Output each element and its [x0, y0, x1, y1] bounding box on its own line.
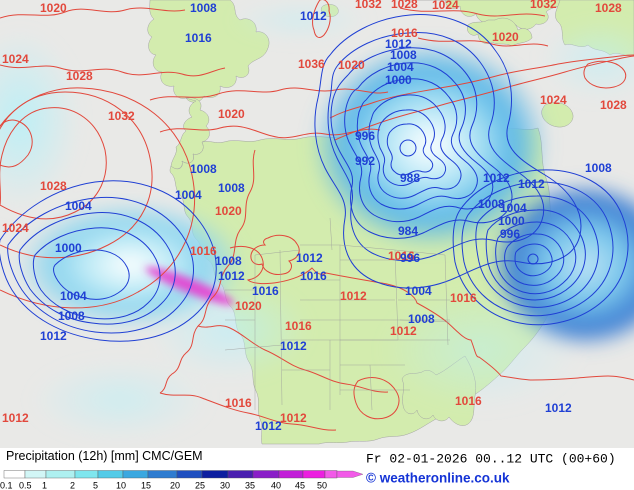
svg-text:1004: 1004 [387, 60, 414, 74]
svg-text:30: 30 [220, 480, 230, 490]
svg-text:984: 984 [398, 224, 418, 238]
svg-text:1012: 1012 [280, 339, 307, 353]
svg-text:1012: 1012 [483, 171, 510, 185]
svg-text:1012: 1012 [545, 401, 572, 415]
svg-text:1020: 1020 [338, 58, 365, 72]
svg-text:1016: 1016 [185, 31, 212, 45]
svg-text:1012: 1012 [40, 329, 67, 343]
svg-text:1028: 1028 [66, 69, 93, 83]
svg-text:1024: 1024 [2, 52, 29, 66]
svg-text:© weatheronline.co.uk: © weatheronline.co.uk [366, 471, 510, 486]
svg-text:Precipitation (12h) [mm] CMC/G: Precipitation (12h) [mm] CMC/GEM [6, 449, 203, 463]
svg-text:25: 25 [195, 480, 205, 490]
svg-text:1020: 1020 [235, 299, 262, 313]
svg-text:1008: 1008 [190, 162, 217, 176]
svg-text:1012: 1012 [390, 324, 417, 338]
svg-text:1008: 1008 [218, 181, 245, 195]
svg-text:996: 996 [355, 129, 375, 143]
svg-text:996: 996 [400, 251, 420, 265]
svg-text:1008: 1008 [585, 161, 612, 175]
svg-text:1004: 1004 [405, 284, 432, 298]
svg-text:1028: 1028 [600, 98, 627, 112]
svg-text:1016: 1016 [455, 394, 482, 408]
svg-text:1016: 1016 [190, 244, 217, 258]
svg-text:1012: 1012 [518, 177, 545, 191]
svg-text:1020: 1020 [40, 1, 67, 15]
svg-text:1000: 1000 [385, 73, 412, 87]
svg-text:35: 35 [245, 480, 255, 490]
svg-text:0.5: 0.5 [19, 480, 32, 490]
svg-text:1000: 1000 [55, 241, 82, 255]
svg-text:992: 992 [355, 154, 375, 168]
svg-text:1012: 1012 [2, 411, 29, 425]
svg-text:1024: 1024 [432, 0, 459, 12]
svg-text:1012: 1012 [280, 411, 307, 425]
svg-text:1028: 1028 [391, 0, 418, 11]
svg-text:1004: 1004 [175, 188, 202, 202]
svg-text:1016: 1016 [252, 284, 279, 298]
svg-text:1016: 1016 [285, 319, 312, 333]
svg-text:50: 50 [317, 480, 327, 490]
svg-text:1012: 1012 [340, 289, 367, 303]
svg-text:20: 20 [170, 480, 180, 490]
svg-text:1016: 1016 [300, 269, 327, 283]
svg-text:1008: 1008 [58, 309, 85, 323]
svg-text:1012: 1012 [218, 269, 245, 283]
svg-text:10: 10 [116, 480, 126, 490]
svg-text:1032: 1032 [108, 109, 135, 123]
svg-text:1008: 1008 [190, 1, 217, 15]
svg-text:1008: 1008 [408, 312, 435, 326]
svg-text:1024: 1024 [540, 93, 567, 107]
svg-text:1016: 1016 [225, 396, 252, 410]
svg-text:1028: 1028 [595, 1, 622, 15]
svg-text:1004: 1004 [65, 199, 92, 213]
svg-text:1032: 1032 [530, 0, 557, 11]
svg-text:1000: 1000 [498, 214, 525, 228]
svg-text:45: 45 [295, 480, 305, 490]
svg-text:Fr 02-01-2026 00..12 UTC (00+6: Fr 02-01-2026 00..12 UTC (00+60) [366, 452, 616, 467]
svg-text:1020: 1020 [218, 107, 245, 121]
svg-text:1020: 1020 [492, 30, 519, 44]
svg-text:15: 15 [141, 480, 151, 490]
svg-text:1020: 1020 [215, 204, 242, 218]
svg-text:1012: 1012 [296, 251, 323, 265]
svg-text:1012: 1012 [300, 9, 327, 23]
svg-text:1028: 1028 [40, 179, 67, 193]
svg-text:1012: 1012 [255, 419, 282, 433]
svg-text:1008: 1008 [215, 254, 242, 268]
svg-text:40: 40 [271, 480, 281, 490]
svg-text:1: 1 [42, 480, 47, 490]
svg-text:1024: 1024 [2, 221, 29, 235]
svg-text:1016: 1016 [450, 291, 477, 305]
svg-text:1032: 1032 [355, 0, 382, 11]
svg-text:1004: 1004 [60, 289, 87, 303]
svg-text:1036: 1036 [298, 57, 325, 71]
svg-text:2: 2 [70, 480, 75, 490]
svg-text:1004: 1004 [500, 201, 527, 215]
svg-text:0.1: 0.1 [0, 480, 13, 490]
svg-text:988: 988 [400, 171, 420, 185]
svg-text:996: 996 [500, 227, 520, 241]
svg-text:5: 5 [93, 480, 98, 490]
